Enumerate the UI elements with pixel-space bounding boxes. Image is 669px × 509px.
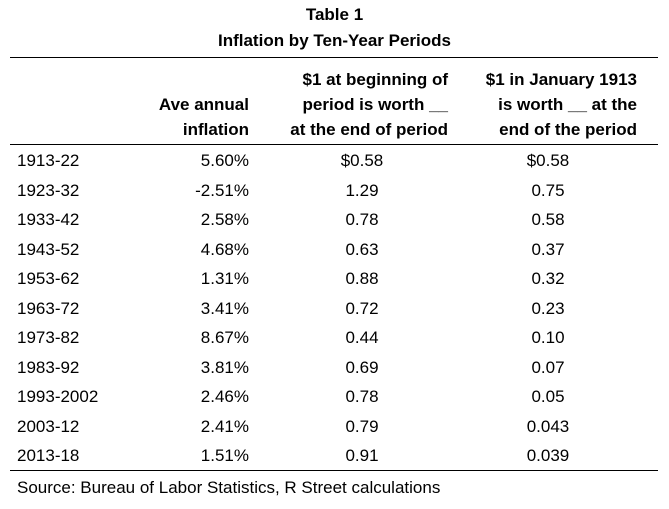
header-line: Ave annual [158,95,249,114]
worth-1913-cell: 0.07 [531,357,565,377]
period-cell: 1963-72 [17,298,80,318]
worth-period-cell: 1.29 [345,180,379,200]
inflation-cell: 1.51% [200,446,249,465]
worth-period-cell: $0.58 [340,151,384,170]
inflation-cell: -2.51% [195,180,249,200]
table-row: 1983-92 3.81% 0.69 0.07 [0,353,669,383]
header-worth-since-1913: $1 in January 1913 is worth __ at the en… [486,67,637,142]
worth-1913-cell: 0.05 [531,387,565,406]
worth-1913-cell: 0.58 [531,210,565,229]
table-row: 2013-18 1.51% 0.91 0.039 [0,441,669,471]
period-cell: 1913-22 [17,151,80,170]
table-header: Ave annual inflation $1 at beginning of … [0,62,669,142]
worth-1913-cell: 0.32 [531,269,565,288]
period-cell: 1993-2002 [17,387,99,406]
table-title: Table 1 [305,5,364,24]
header-line: at the end of period [290,120,448,139]
body-bottom-rule [10,470,658,471]
top-rule [10,57,658,58]
worth-1913-cell: 0.75 [531,180,565,200]
table-body: 1913-22 5.60% $0.58 $0.58 1923-32 -2.51%… [0,146,669,471]
table-row: 2003-12 2.41% 0.79 0.043 [0,412,669,442]
worth-1913-cell: 0.043 [526,416,570,436]
table-subtitle: Inflation by Ten-Year Periods [217,31,451,50]
header-worth-end-of-period: $1 at beginning of period is worth __ at… [290,67,448,142]
period-cell: 1943-52 [17,239,80,259]
worth-period-cell: 0.44 [345,328,379,347]
header-line: end of the period [499,120,637,139]
period-cell: 2013-18 [17,446,80,465]
table-row: 1993-2002 2.46% 0.78 0.05 [0,382,669,412]
inflation-cell: 8.67% [200,328,249,347]
inflation-cell: 4.68% [200,239,249,259]
period-cell: 1923-32 [17,180,80,200]
table-row: 1963-72 3.41% 0.72 0.23 [0,294,669,324]
period-cell: 2003-12 [17,416,80,436]
header-line: inflation [182,120,249,139]
inflation-cell: 2.58% [200,210,249,229]
header-line: $1 at beginning of [302,70,448,89]
table-row: 1933-42 2.58% 0.78 0.58 [0,205,669,235]
inflation-cell: 3.41% [200,298,249,318]
worth-1913-cell: 0.10 [531,328,565,347]
table-row: 1943-52 4.68% 0.63 0.37 [0,235,669,265]
period-cell: 1953-62 [17,269,80,288]
inflation-cell: 2.41% [200,416,249,436]
inflation-cell: 1.31% [200,269,249,288]
inflation-cell: 3.81% [200,357,249,377]
worth-period-cell: 0.69 [345,357,379,377]
inflation-cell: 5.60% [200,151,249,170]
table-row: 1953-62 1.31% 0.88 0.32 [0,264,669,294]
worth-1913-cell: 0.23 [531,298,565,318]
inflation-cell: 2.46% [200,387,249,406]
source-note: Source: Bureau of Labor Statistics, R St… [17,478,441,497]
period-cell: 1983-92 [17,357,80,377]
worth-period-cell: 0.78 [345,387,379,406]
worth-period-cell: 0.72 [345,298,379,318]
table-row: 1923-32 -2.51% 1.29 0.75 [0,176,669,206]
header-ave-annual-inflation: Ave annual inflation [159,92,249,142]
table-row: 1973-82 8.67% 0.44 0.10 [0,323,669,353]
period-cell: 1973-82 [17,328,80,347]
header-line: period is worth __ [302,95,448,114]
header-line: is worth __ at the [498,95,637,114]
worth-1913-cell: 0.039 [526,446,570,465]
worth-period-cell: 0.79 [345,416,379,436]
worth-period-cell: 0.91 [345,446,379,465]
worth-1913-cell: $0.58 [526,151,570,170]
table-row: 1913-22 5.60% $0.58 $0.58 [0,146,669,176]
period-cell: 1933-42 [17,210,80,229]
header-line: $1 in January 1913 [485,70,637,89]
worth-period-cell: 0.63 [345,239,379,259]
worth-1913-cell: 0.37 [531,239,565,259]
worth-period-cell: 0.78 [345,210,379,229]
worth-period-cell: 0.88 [345,269,379,288]
header-bottom-rule [10,144,658,145]
